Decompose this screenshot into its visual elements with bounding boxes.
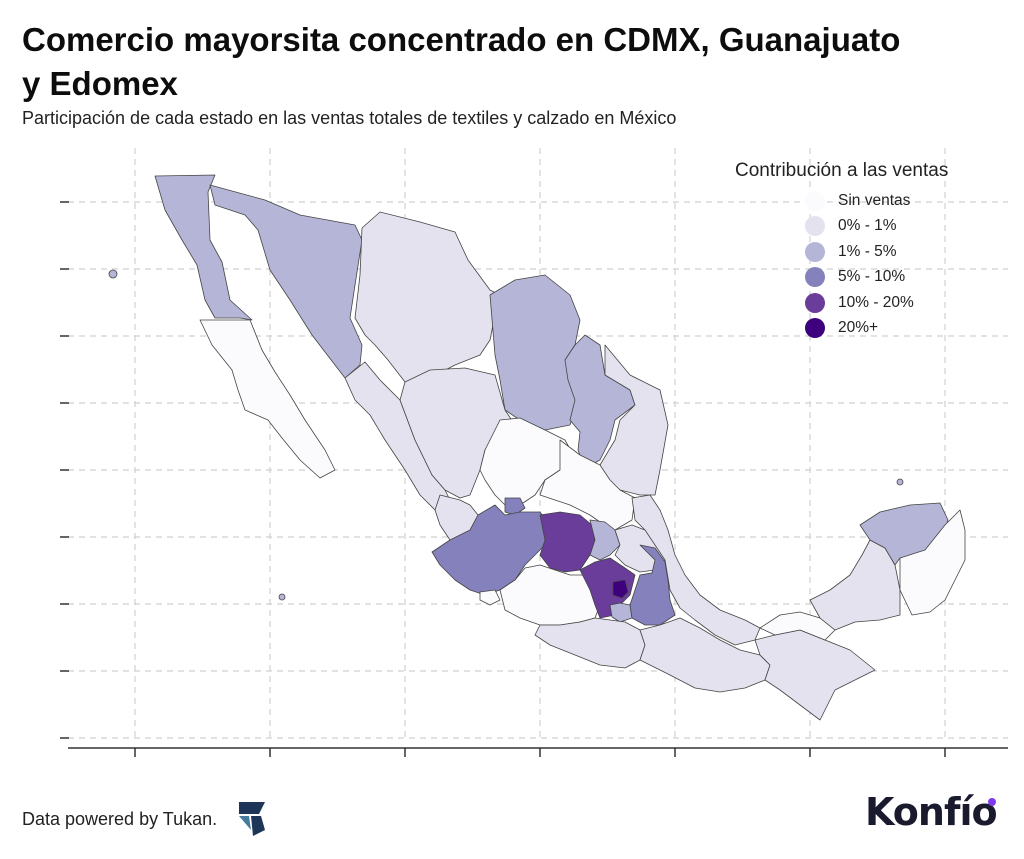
page-subtitle: Participación de cada estado en las vent… bbox=[22, 108, 677, 128]
state-zacatecas bbox=[479, 417, 576, 506]
legend-item: 1% - 5% bbox=[735, 239, 1015, 265]
state-quintana-roo bbox=[899, 509, 966, 616]
legend-item: 10% - 20% bbox=[735, 290, 1015, 316]
konfio-logo-dot bbox=[988, 798, 996, 806]
legend-item: 20%+ bbox=[735, 316, 1015, 342]
state-morelos bbox=[609, 602, 633, 623]
island-marker bbox=[278, 593, 286, 601]
legend-label: Sin ventas bbox=[838, 191, 911, 209]
state-baja-california-sur bbox=[199, 319, 336, 479]
state-baja-california bbox=[154, 174, 253, 321]
state-aguascalientes bbox=[504, 497, 526, 516]
island-marker bbox=[896, 478, 904, 486]
legend-label: 20%+ bbox=[838, 319, 879, 337]
axes bbox=[60, 201, 1008, 757]
map-figure bbox=[60, 148, 1008, 757]
legend-swatch bbox=[805, 216, 825, 237]
legend-swatch bbox=[805, 190, 825, 211]
island-marker bbox=[108, 269, 118, 279]
state-colima bbox=[479, 589, 501, 606]
konfio-logo: Konfío bbox=[865, 790, 998, 834]
state-guerrero bbox=[534, 617, 646, 669]
page-title: Comercio mayorsita concentrado en CDMX, … bbox=[22, 21, 901, 102]
state-guanajuato bbox=[539, 511, 596, 573]
legend-title: Contribución a las ventas bbox=[735, 160, 949, 181]
state-quer-taro bbox=[589, 519, 621, 561]
map-legend: Contribución a las ventas Sin ventas 0% -… bbox=[735, 160, 1015, 341]
legend-label: 10% - 20% bbox=[838, 293, 914, 311]
state-campeche bbox=[809, 539, 901, 631]
legend-swatch bbox=[805, 318, 825, 339]
legend-swatch bbox=[805, 267, 825, 288]
state-jalisco bbox=[431, 504, 551, 596]
legend-label: 0% - 1% bbox=[838, 217, 897, 235]
state-ciudad-de-m-xico bbox=[612, 579, 629, 599]
legend-swatch bbox=[805, 241, 825, 262]
footer-credit: Data powered by Tukan. bbox=[22, 800, 273, 838]
tukan-logo-icon bbox=[239, 802, 266, 836]
legend-swatch bbox=[805, 292, 825, 313]
legend-item: 0% - 1% bbox=[735, 214, 1015, 240]
state-nuevo-le-n bbox=[564, 334, 636, 469]
legend-item: Sin ventas bbox=[735, 188, 1015, 214]
legend-item: 5% - 10% bbox=[735, 265, 1015, 291]
legend-label: 5% - 10% bbox=[838, 268, 906, 286]
state-chihuahua bbox=[354, 211, 506, 383]
legend-label: 1% - 5% bbox=[838, 242, 897, 260]
state-chiapas bbox=[754, 629, 876, 721]
footer-credit-text: Data powered by Tukan. bbox=[22, 808, 218, 829]
